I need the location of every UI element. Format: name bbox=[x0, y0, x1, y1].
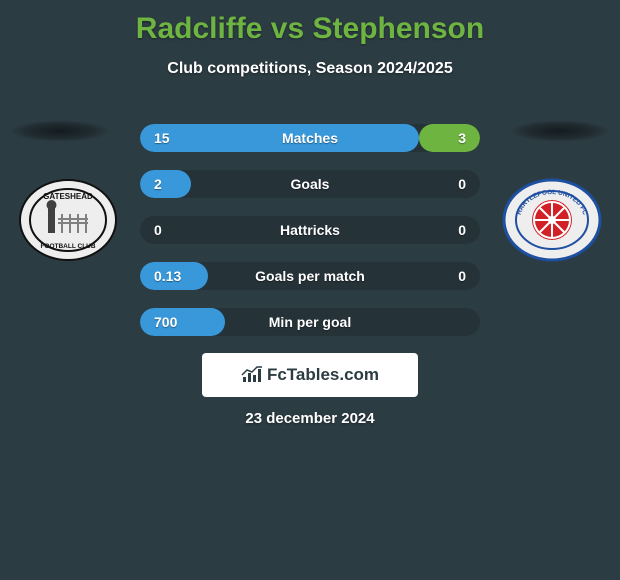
comparison-infographic: Radcliffe vs Stephenson Club competition… bbox=[0, 0, 620, 580]
stat-value-right: 0 bbox=[458, 216, 466, 244]
watermark-text: FcTables.com bbox=[267, 365, 379, 385]
stat-label: Goals bbox=[140, 170, 480, 198]
page-subtitle: Club competitions, Season 2024/2025 bbox=[0, 60, 620, 78]
chart-icon bbox=[241, 366, 263, 384]
page-title: Radcliffe vs Stephenson bbox=[0, 0, 620, 46]
stat-label: Goals per match bbox=[140, 262, 480, 290]
club-crest-left: GATESHEAD FOOTBALL CLUB bbox=[18, 178, 118, 262]
svg-text:FOOTBALL CLUB: FOOTBALL CLUB bbox=[40, 243, 95, 250]
stat-row: 2Goals0 bbox=[140, 170, 480, 198]
stat-label: Hattricks bbox=[140, 216, 480, 244]
stat-row: 15Matches3 bbox=[140, 124, 480, 152]
crest-shadow-right bbox=[510, 120, 610, 142]
stat-row: 0.13Goals per match0 bbox=[140, 262, 480, 290]
stat-value-right: 0 bbox=[458, 262, 466, 290]
stat-value-right: 0 bbox=[458, 170, 466, 198]
svg-text:GATESHEAD: GATESHEAD bbox=[43, 192, 93, 201]
club-crest-right: HARTLEPOOL UNITED FC bbox=[502, 178, 602, 262]
stat-value-right: 3 bbox=[458, 124, 466, 152]
comparison-bars: 15Matches32Goals00Hattricks00.13Goals pe… bbox=[140, 124, 480, 354]
footer-date: 23 december 2024 bbox=[0, 410, 620, 427]
watermark[interactable]: FcTables.com bbox=[202, 353, 418, 397]
stat-label: Min per goal bbox=[140, 308, 480, 336]
stat-row: 700Min per goal bbox=[140, 308, 480, 336]
stat-row: 0Hattricks0 bbox=[140, 216, 480, 244]
stat-label: Matches bbox=[140, 124, 480, 152]
crest-shadow-left bbox=[10, 120, 110, 142]
